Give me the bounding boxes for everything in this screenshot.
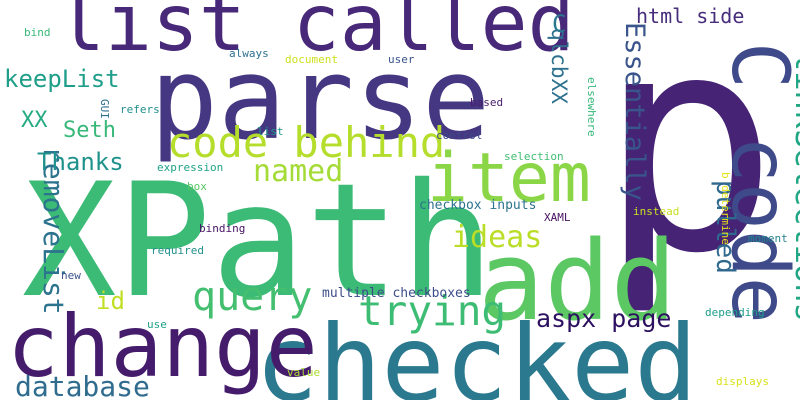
word-linkselections: linkSelections: [788, 52, 800, 322]
word-thanks: Thanks: [37, 148, 124, 176]
word-essentially: Essentially: [619, 22, 650, 201]
word-expression: expression: [157, 161, 224, 174]
word-trying: trying: [358, 287, 507, 335]
word-change: change: [7, 297, 318, 397]
word-depending: depending: [705, 306, 765, 319]
word-id: id: [96, 287, 125, 315]
word-required: required: [151, 244, 204, 257]
word-user: user: [388, 53, 415, 66]
word-binding: binding: [199, 222, 246, 235]
word-new: new: [61, 269, 81, 282]
word-box: box: [187, 180, 207, 193]
word-named: named: [253, 154, 344, 189]
word-seth: Seth: [63, 118, 116, 143]
word-list-called: list called: [58, 0, 575, 69]
word-c: C: [552, 10, 567, 38]
word-code-behind: code behind: [167, 118, 446, 167]
word-value: value: [287, 366, 321, 379]
word-qlcbxx: qlcbXX: [547, 28, 571, 104]
word-control: control: [436, 129, 483, 142]
word-refers: refers: [120, 103, 160, 116]
word-html-side: html side: [636, 4, 745, 28]
word-xx: XX: [21, 108, 48, 133]
word-list: list: [257, 125, 284, 138]
word-query: query: [192, 274, 313, 320]
word-p: p: [598, 0, 779, 319]
word-database: database: [15, 370, 150, 400]
word-multiple-checkboxes: multiple checkboxes: [322, 286, 471, 301]
word-checkbox-inputs: checkbox inputs: [419, 198, 537, 213]
word-displays: displays: [716, 375, 769, 388]
word-elsewhere: elsewhere: [585, 77, 598, 137]
word-item: item: [427, 139, 591, 218]
word-use: use: [147, 318, 167, 331]
word-ideas: ideas: [452, 220, 543, 255]
word-based: based: [470, 96, 504, 109]
word-always: always: [229, 47, 269, 60]
word-checked: checked: [255, 303, 698, 400]
word-instead: instead: [633, 205, 680, 218]
word-bind: bind: [24, 26, 51, 39]
word-add: add: [478, 217, 677, 345]
word-gui: GUI: [98, 99, 111, 119]
word-parse: parse: [150, 33, 491, 165]
word-document: document: [285, 53, 338, 66]
word-xpath: XPath: [22, 150, 495, 333]
word-xaml: XAML: [544, 211, 571, 224]
word-keeplist: keepList: [4, 65, 120, 93]
word-aspx-page: aspx page: [536, 304, 672, 333]
word-selection: selection: [504, 150, 564, 163]
word-b-determine: b determine: [719, 172, 732, 245]
word-moment: moment: [748, 232, 788, 245]
